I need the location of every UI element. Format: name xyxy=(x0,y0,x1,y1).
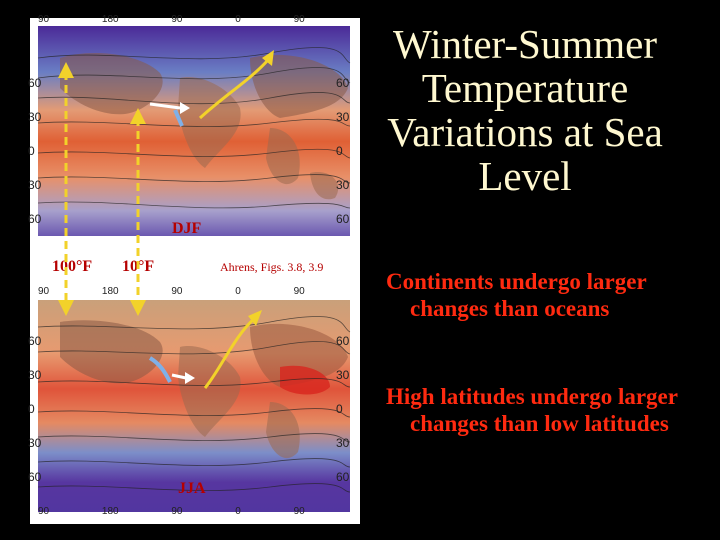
djf-map: 90 180 90 0 90 60 30 0 30 60 60 30 0 30 … xyxy=(28,14,360,248)
lat-tick: 60 xyxy=(28,470,42,484)
lat-tick: 0 xyxy=(336,144,343,158)
djf-lat-ticks-left: 60 30 0 30 60 xyxy=(28,66,41,236)
lat-tick: 30 xyxy=(28,368,42,382)
lon-tick: 90 xyxy=(171,14,183,25)
djf-season-label: DJF xyxy=(172,220,202,237)
range-label-100: 100°F xyxy=(52,258,93,275)
djf-map-graphic xyxy=(37,26,351,236)
lat-tick: 60 xyxy=(336,212,350,226)
lon-tick: 180 xyxy=(101,506,119,517)
lat-tick: 60 xyxy=(336,334,350,348)
blue-arrow xyxy=(173,109,184,127)
lat-tick: 30 xyxy=(336,178,350,192)
lon-tick: 180 xyxy=(101,286,119,297)
figure-credit: Ahrens, Figs. 3.8, 3.9 xyxy=(220,260,324,274)
jja-lon-ticks-top: 90 180 90 0 90 xyxy=(38,286,305,297)
arrow-head-up xyxy=(58,62,74,78)
jja-lat-ticks-right: 60 30 0 30 60 xyxy=(336,324,349,494)
jja-lat-ticks-left: 60 30 0 30 60 xyxy=(28,324,41,494)
lon-tick: 90 xyxy=(293,506,305,517)
lat-tick: 30 xyxy=(28,436,42,450)
slide-title: Winter-Summer Temperature Variations at … xyxy=(387,21,663,199)
lat-tick: 60 xyxy=(28,334,42,348)
lon-tick: 90 xyxy=(38,506,50,517)
lon-tick: 90 xyxy=(171,286,183,297)
djf-lat-ticks-right: 60 30 0 30 60 xyxy=(336,66,349,236)
jja-season-label: JJA xyxy=(178,480,206,497)
yellow-curved-arrow xyxy=(203,316,256,389)
arrow-head xyxy=(180,102,190,114)
bullet-continents: Continents undergo larger changes than o… xyxy=(386,269,647,321)
yellow-curved-arrow xyxy=(198,58,270,120)
lon-tick: 90 xyxy=(38,286,50,297)
djf-lon-ticks: 90 180 90 0 90 xyxy=(38,14,305,25)
arrow-head xyxy=(262,50,274,66)
lon-tick: 90 xyxy=(38,14,50,25)
jja-map: 90 180 90 0 90 90 180 90 0 90 60 30 0 30… xyxy=(28,286,360,524)
blue-arrow xyxy=(148,356,172,383)
lat-tick: 30 xyxy=(336,368,350,382)
jja-lon-ticks-bottom: 90 180 90 0 90 xyxy=(38,506,305,517)
lat-tick: 0 xyxy=(28,402,35,416)
lat-tick: 30 xyxy=(28,178,42,192)
lon-tick: 0 xyxy=(235,506,241,517)
lon-tick: 0 xyxy=(235,286,241,297)
lon-tick: 180 xyxy=(101,14,119,25)
lat-tick: 30 xyxy=(336,110,350,124)
lat-tick: 0 xyxy=(28,144,35,158)
lat-tick: 30 xyxy=(28,110,42,124)
jja-map-graphic xyxy=(37,300,351,512)
arrow-head xyxy=(185,372,195,384)
lon-tick: 90 xyxy=(293,14,305,25)
arrow-head xyxy=(248,310,262,326)
white-arrow xyxy=(149,102,181,110)
lat-tick: 60 xyxy=(336,470,350,484)
bullet-latitudes: High latitudes undergo larger changes th… xyxy=(386,384,678,436)
arrow-heads xyxy=(58,62,146,316)
lat-tick: 60 xyxy=(28,76,42,90)
arrow-head-up xyxy=(130,108,146,124)
lon-tick: 0 xyxy=(235,14,241,25)
arrow-head-down xyxy=(58,300,74,316)
lon-tick: 90 xyxy=(293,286,305,297)
lat-tick: 60 xyxy=(336,76,350,90)
white-arrow xyxy=(171,373,187,380)
lon-tick: 90 xyxy=(171,506,183,517)
lat-tick: 30 xyxy=(336,436,350,450)
lat-tick: 0 xyxy=(336,402,343,416)
map-separator xyxy=(30,245,360,295)
arrow-head-down xyxy=(130,300,146,316)
lat-tick: 60 xyxy=(28,212,42,226)
